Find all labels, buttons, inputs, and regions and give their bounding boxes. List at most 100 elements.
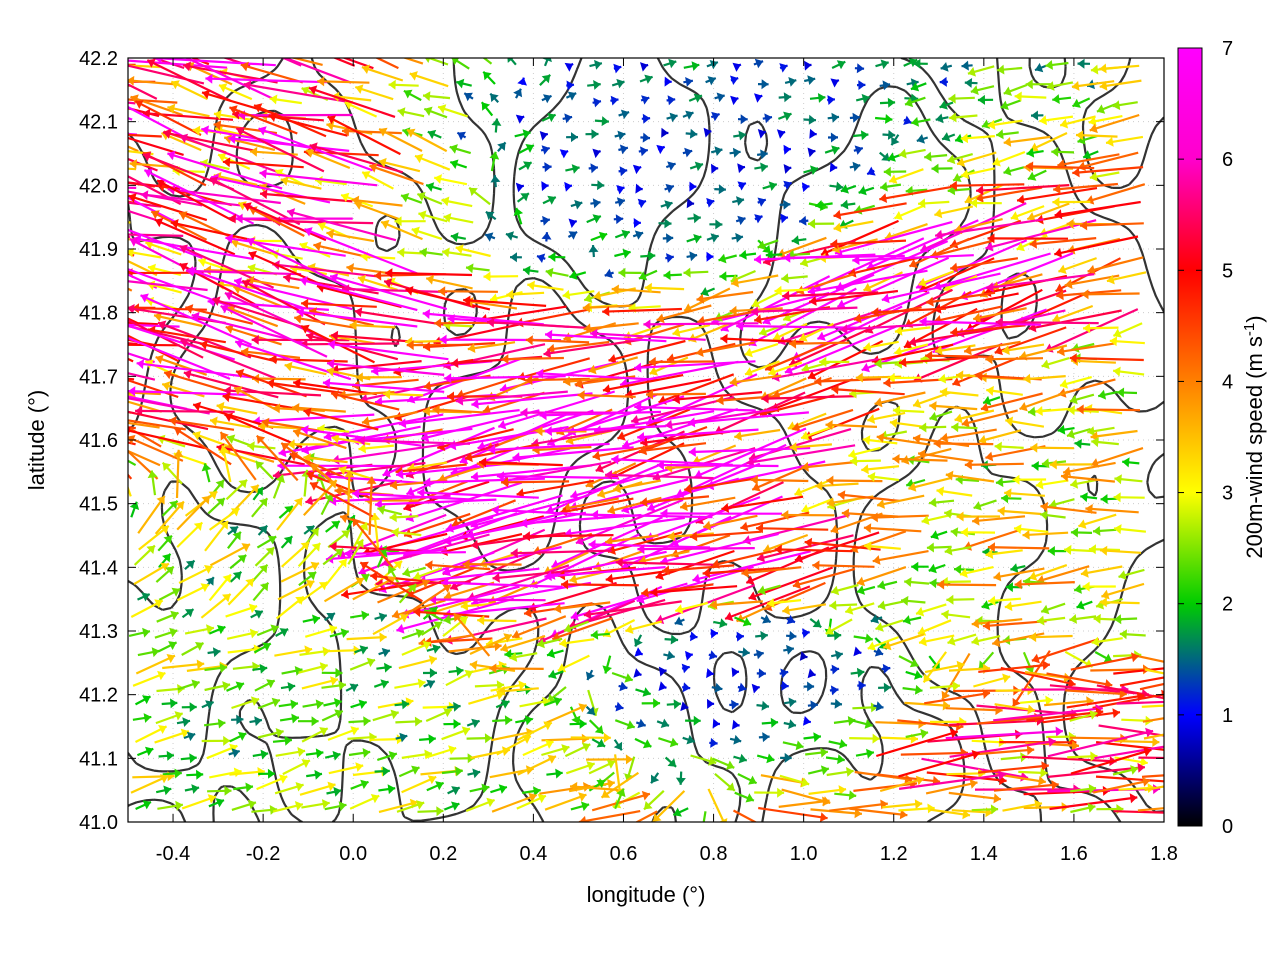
colorbar-tick-label: 1 <box>1222 705 1233 727</box>
wind-vector-head <box>165 566 174 575</box>
wind-vector-head <box>981 600 990 610</box>
wind-vector-head <box>1131 652 1139 663</box>
wind-vector <box>650 585 738 594</box>
wind-vector-head <box>905 97 914 108</box>
wind-vector-head <box>1119 629 1127 640</box>
wind-vector-head <box>644 801 653 810</box>
wind-vector <box>240 350 301 359</box>
wind-vector-head <box>656 460 664 471</box>
wind-vector-head <box>691 61 700 71</box>
wind-vector-head <box>808 114 816 125</box>
wind-vector-head <box>918 198 926 209</box>
wind-vector-head <box>956 511 964 522</box>
wind-vector-head <box>515 114 525 124</box>
wind-vector-head <box>1048 737 1056 747</box>
x-axis-title: longitude (°) <box>587 882 706 907</box>
wind-vector-head <box>975 371 983 381</box>
wind-vector-head <box>952 377 961 387</box>
wind-vector-head <box>164 369 173 380</box>
wind-vector-head <box>564 181 572 192</box>
wind-vector-head <box>306 471 315 481</box>
wind-vector-head <box>985 549 994 559</box>
wind-vector <box>296 310 418 328</box>
wind-vector-head <box>783 144 791 155</box>
wind-vector-head <box>396 469 404 480</box>
wind-vector-head <box>184 609 194 618</box>
wind-vector <box>569 785 619 791</box>
wind-vector-head <box>762 732 770 743</box>
wind-vector <box>993 707 1103 722</box>
wind-vector-head <box>443 213 452 223</box>
wind-vector-head <box>619 144 628 155</box>
wind-vector <box>406 128 448 153</box>
wind-vector-head <box>523 161 532 171</box>
wind-vector <box>578 810 641 822</box>
wind-vector <box>128 221 131 224</box>
wind-vector <box>190 58 210 66</box>
wind-vector-head <box>108 387 115 397</box>
wind-vector-head <box>309 85 318 95</box>
wind-vector <box>834 220 953 255</box>
wind-vector-head <box>319 727 328 736</box>
wind-vector-head <box>650 587 658 598</box>
wind-vector-head <box>894 211 903 221</box>
wind-vector-head <box>641 790 650 801</box>
wind-vector <box>192 403 274 429</box>
wind-vector-head <box>506 289 514 300</box>
wind-vector-head <box>863 282 872 292</box>
wind-vector-head <box>415 628 424 639</box>
wind-vector-head <box>441 196 450 207</box>
wind-vector-head <box>366 657 375 668</box>
wind-vector-head <box>693 93 702 103</box>
wind-vector <box>259 192 353 203</box>
wind-vector-head <box>74 81 81 91</box>
wind-vector-head <box>764 113 772 124</box>
wind-vector-head <box>1113 492 1121 503</box>
wind-vector-head <box>586 761 595 771</box>
wind-vector-head <box>768 181 777 191</box>
wind-vector-head <box>693 715 701 726</box>
wind-vector-head <box>189 702 197 713</box>
wind-vector <box>469 633 513 656</box>
wind-vector-head <box>638 271 648 281</box>
wind-vector <box>471 392 593 406</box>
wind-vector-head <box>537 253 546 263</box>
wind-vector-head <box>998 770 1006 781</box>
wind-vector-head <box>899 357 907 368</box>
wind-vector-head <box>281 443 290 452</box>
wind-vector-head <box>1119 688 1127 699</box>
wind-vector-head <box>520 518 528 529</box>
wind-vector-head <box>1039 115 1047 126</box>
wind-vector-head <box>760 162 768 173</box>
wind-vector <box>305 149 351 170</box>
wind-vector-head <box>258 126 267 136</box>
wind-vector <box>848 255 923 276</box>
wind-vector <box>583 600 682 617</box>
wind-vector-head <box>639 445 647 456</box>
wind-vector-head <box>47 367 54 377</box>
wind-vector <box>941 652 971 700</box>
wind-vector <box>246 278 300 290</box>
wind-vector <box>1079 222 1144 227</box>
x-tick-label: 1.0 <box>790 843 818 865</box>
wind-vector-head <box>224 412 233 422</box>
wind-vector-head <box>443 708 452 718</box>
wind-vector <box>128 426 162 448</box>
wind-vector-head <box>973 312 981 323</box>
wind-vector-head <box>280 176 289 186</box>
wind-vector <box>154 58 276 67</box>
wind-vector <box>327 115 401 156</box>
wind-vector-head <box>757 552 766 563</box>
wind-vector-head <box>1089 171 1098 182</box>
wind-vector-head <box>624 773 634 782</box>
wind-vector-head <box>459 616 468 626</box>
wind-vector-head <box>702 568 710 578</box>
wind-vector-head <box>642 687 651 697</box>
wind-vector-head <box>390 709 399 720</box>
wind-vector <box>385 271 473 277</box>
wind-vector-head <box>830 78 839 88</box>
wind-vector-head <box>326 229 335 239</box>
wind-vector-head <box>1041 761 1049 772</box>
wind-vector-head <box>1031 461 1039 471</box>
wind-vector-head <box>590 328 598 339</box>
